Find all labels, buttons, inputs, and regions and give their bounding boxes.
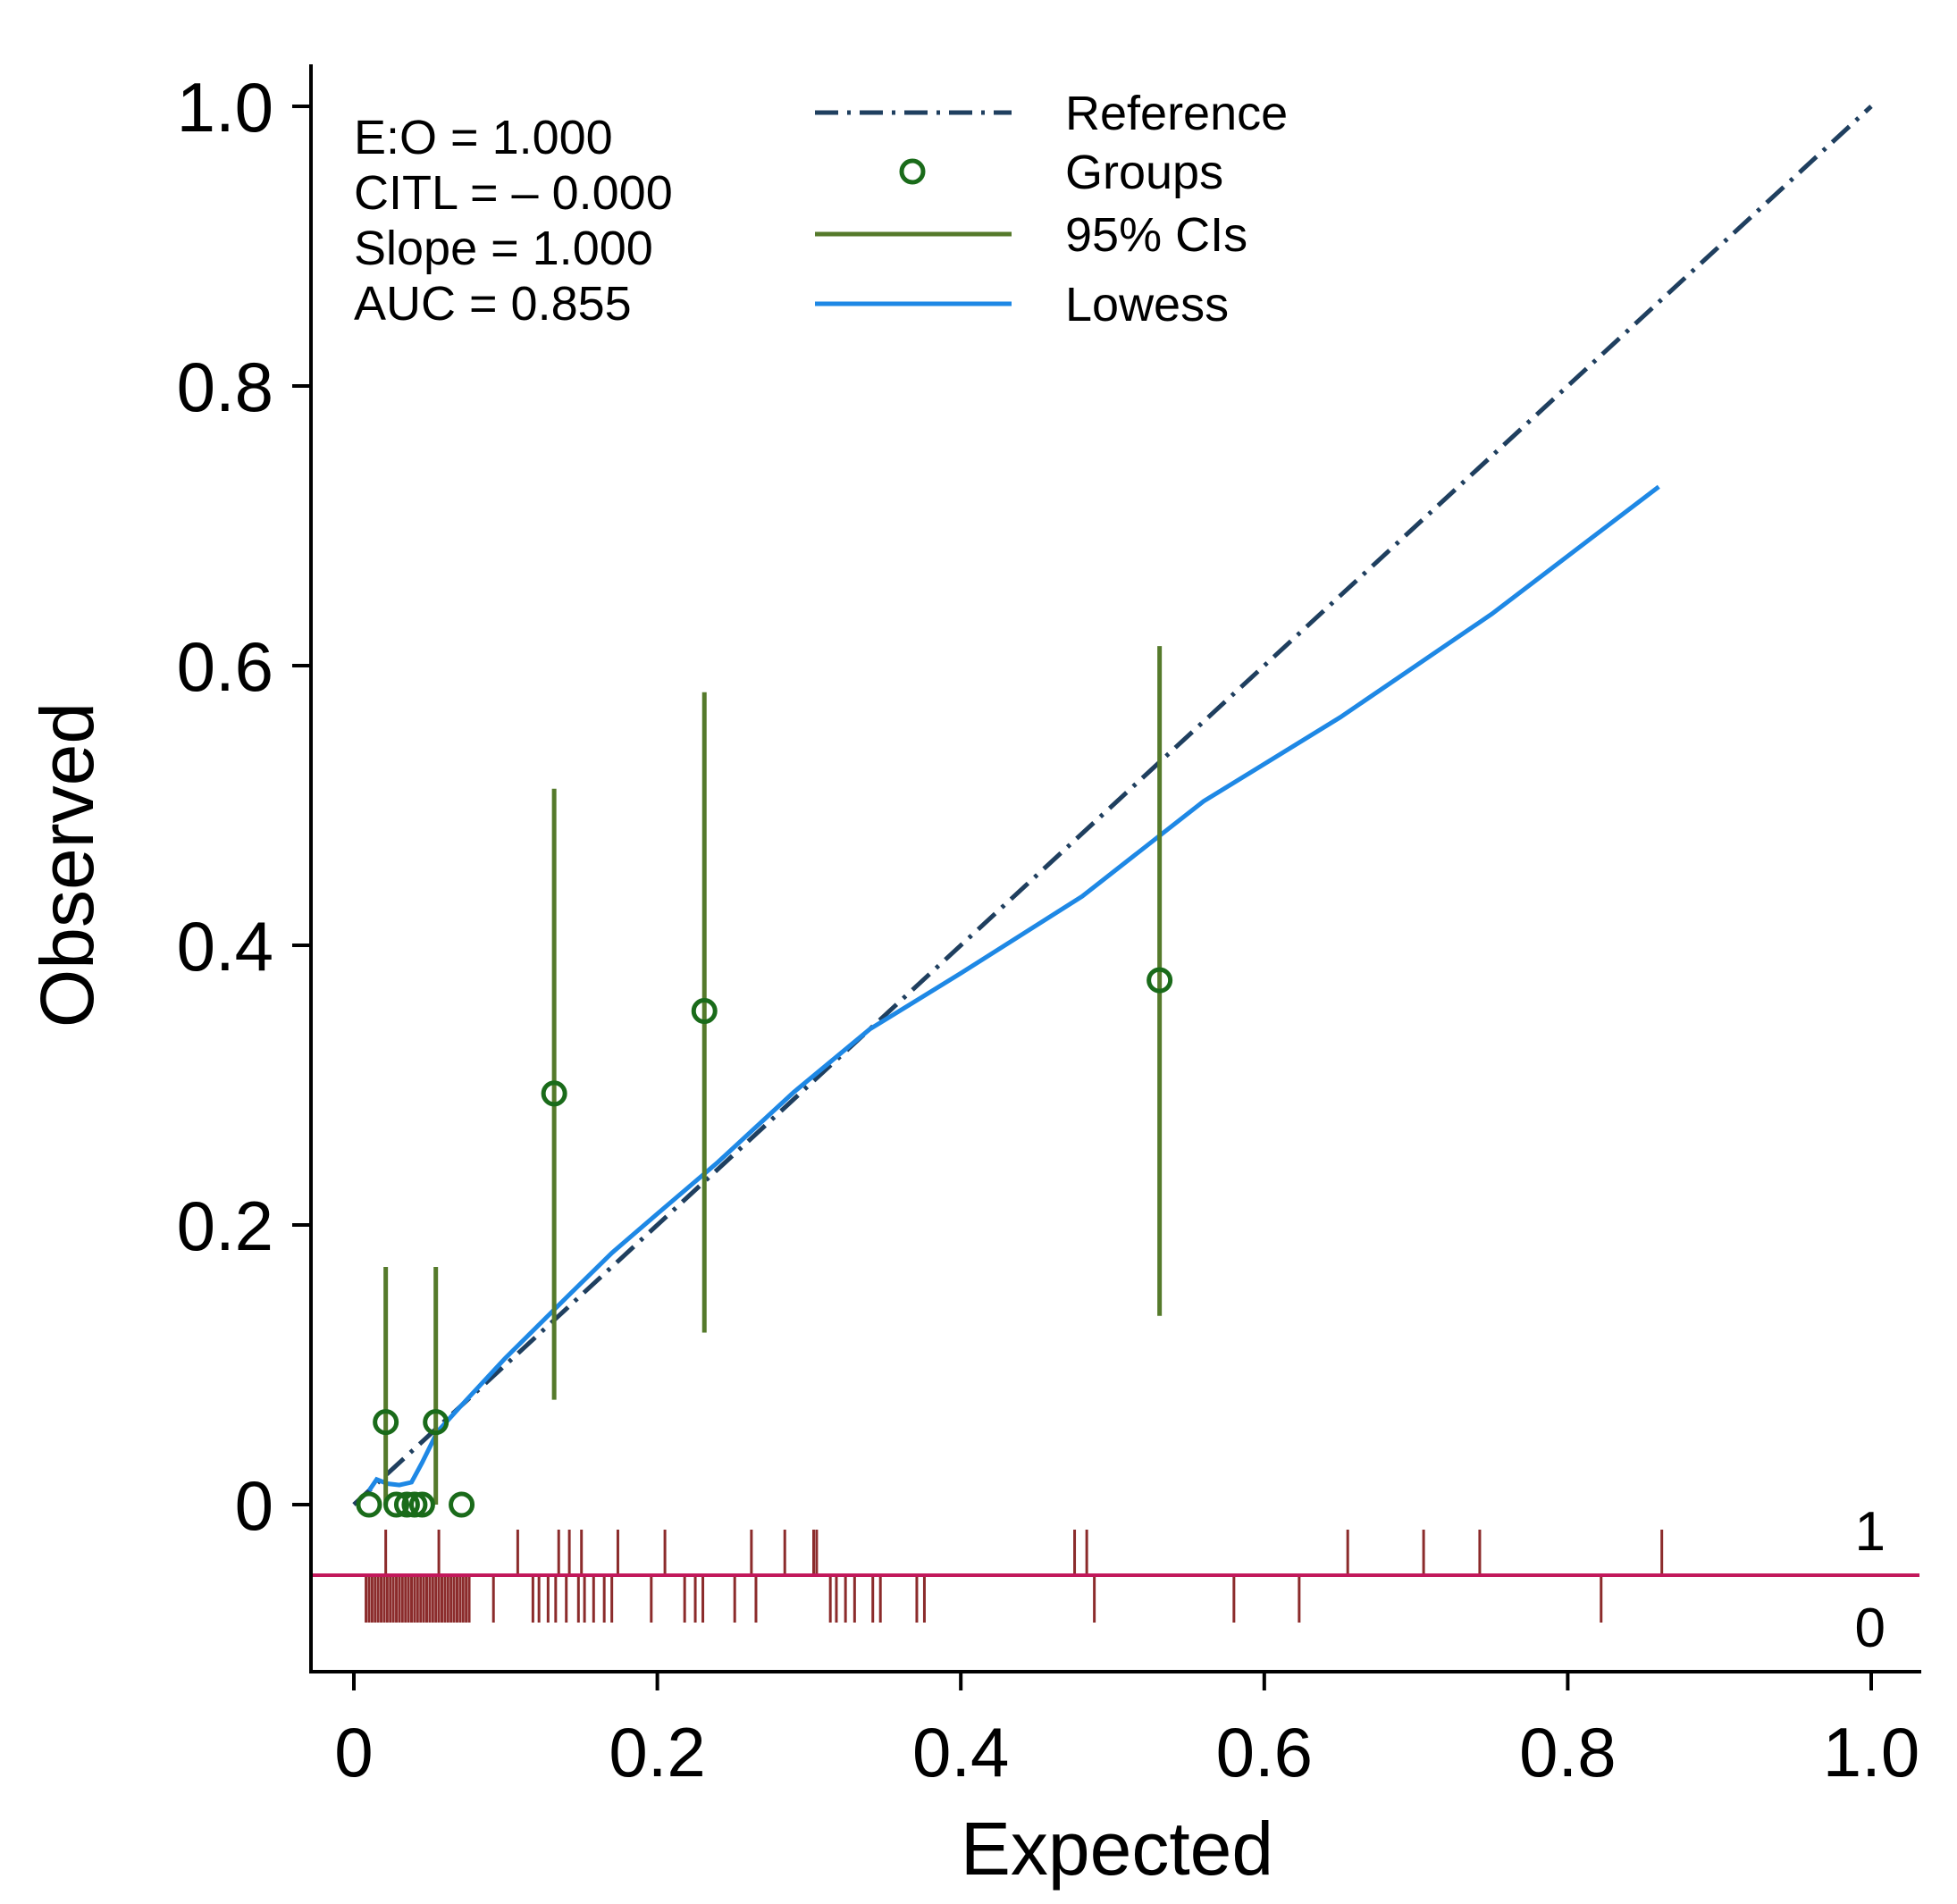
stat-line: AUC = 0.855 xyxy=(354,277,632,331)
x-tick-label: 0.8 xyxy=(1519,1713,1616,1791)
legend-label: 95% CIs xyxy=(1065,208,1247,262)
stat-line: E:O = 1.000 xyxy=(354,111,613,164)
x-tick-label: 0.6 xyxy=(1216,1713,1313,1791)
legend-label: Reference xyxy=(1065,87,1288,140)
rug-plot: 10 xyxy=(313,1501,1919,1659)
group-point xyxy=(373,1409,399,1436)
x-ticks: 0 0.2 0.4 0.6 0.8 1.0 xyxy=(334,1672,1919,1791)
stat-line: CITL = – 0.000 xyxy=(354,166,673,220)
group-point xyxy=(691,998,718,1025)
ci-bars xyxy=(383,646,1163,1505)
group-point xyxy=(401,1491,428,1518)
x-tick-label: 1.0 xyxy=(1823,1713,1919,1791)
group-point xyxy=(423,1409,449,1436)
x-tick-label: 0.4 xyxy=(912,1713,1009,1791)
y-tick-label: 0.4 xyxy=(177,907,273,986)
reference-line xyxy=(352,105,1873,1506)
x-tick-label: 0 xyxy=(334,1713,373,1791)
x-axis-title: Expected xyxy=(961,1807,1273,1891)
group-point xyxy=(541,1080,567,1107)
y-axis-title: Observed xyxy=(25,702,109,1027)
legend: Reference Groups 95% CIs Lowess xyxy=(815,87,1288,331)
rug-label-0: 0 xyxy=(1855,1598,1886,1659)
group-point xyxy=(393,1491,420,1518)
y-tick-label: 1.0 xyxy=(177,68,273,147)
group-point xyxy=(408,1491,435,1518)
rug-label-1: 1 xyxy=(1855,1501,1886,1563)
legend-label: Groups xyxy=(1065,146,1223,199)
y-ticks: 0 0.2 0.4 0.6 0.8 1.0 xyxy=(177,68,311,1545)
lowess-line xyxy=(366,484,1660,1492)
group-point xyxy=(356,1491,382,1518)
y-tick-label: 0 xyxy=(235,1466,273,1545)
y-tick-label: 0.6 xyxy=(177,627,273,706)
group-point xyxy=(1146,967,1173,994)
y-tick-label: 0.8 xyxy=(177,348,273,426)
legend-swatch-groups xyxy=(899,158,926,185)
y-tick-label: 0.2 xyxy=(177,1187,273,1265)
group-points xyxy=(356,967,1173,1518)
group-point xyxy=(383,1491,410,1518)
x-tick-label: 0.2 xyxy=(609,1713,705,1791)
legend-label: Lowess xyxy=(1065,278,1229,331)
stat-line: Slope = 1.000 xyxy=(354,222,653,275)
group-point xyxy=(449,1491,475,1518)
